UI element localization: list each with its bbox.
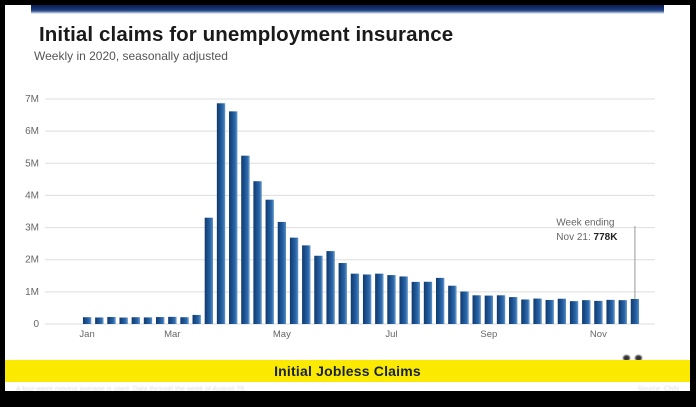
svg-text:3M: 3M bbox=[25, 223, 39, 234]
svg-text:Nov 21: 778K: Nov 21: 778K bbox=[556, 232, 618, 243]
svg-text:7M: 7M bbox=[25, 94, 39, 105]
svg-text:0: 0 bbox=[33, 319, 39, 330]
svg-text:Week ending: Week ending bbox=[556, 218, 614, 229]
svg-text:1M: 1M bbox=[25, 287, 39, 298]
svg-text:5M: 5M bbox=[25, 158, 39, 169]
svg-text:May: May bbox=[273, 329, 291, 340]
svg-text:Jan: Jan bbox=[79, 329, 94, 340]
svg-text:6M: 6M bbox=[25, 126, 39, 137]
svg-text:Nov: Nov bbox=[590, 329, 607, 340]
svg-text:Jul: Jul bbox=[385, 329, 397, 340]
svg-text:4M: 4M bbox=[25, 190, 39, 201]
svg-text:Mar: Mar bbox=[164, 329, 180, 340]
svg-text:Sep: Sep bbox=[480, 329, 497, 340]
svg-text:2M: 2M bbox=[25, 255, 39, 266]
